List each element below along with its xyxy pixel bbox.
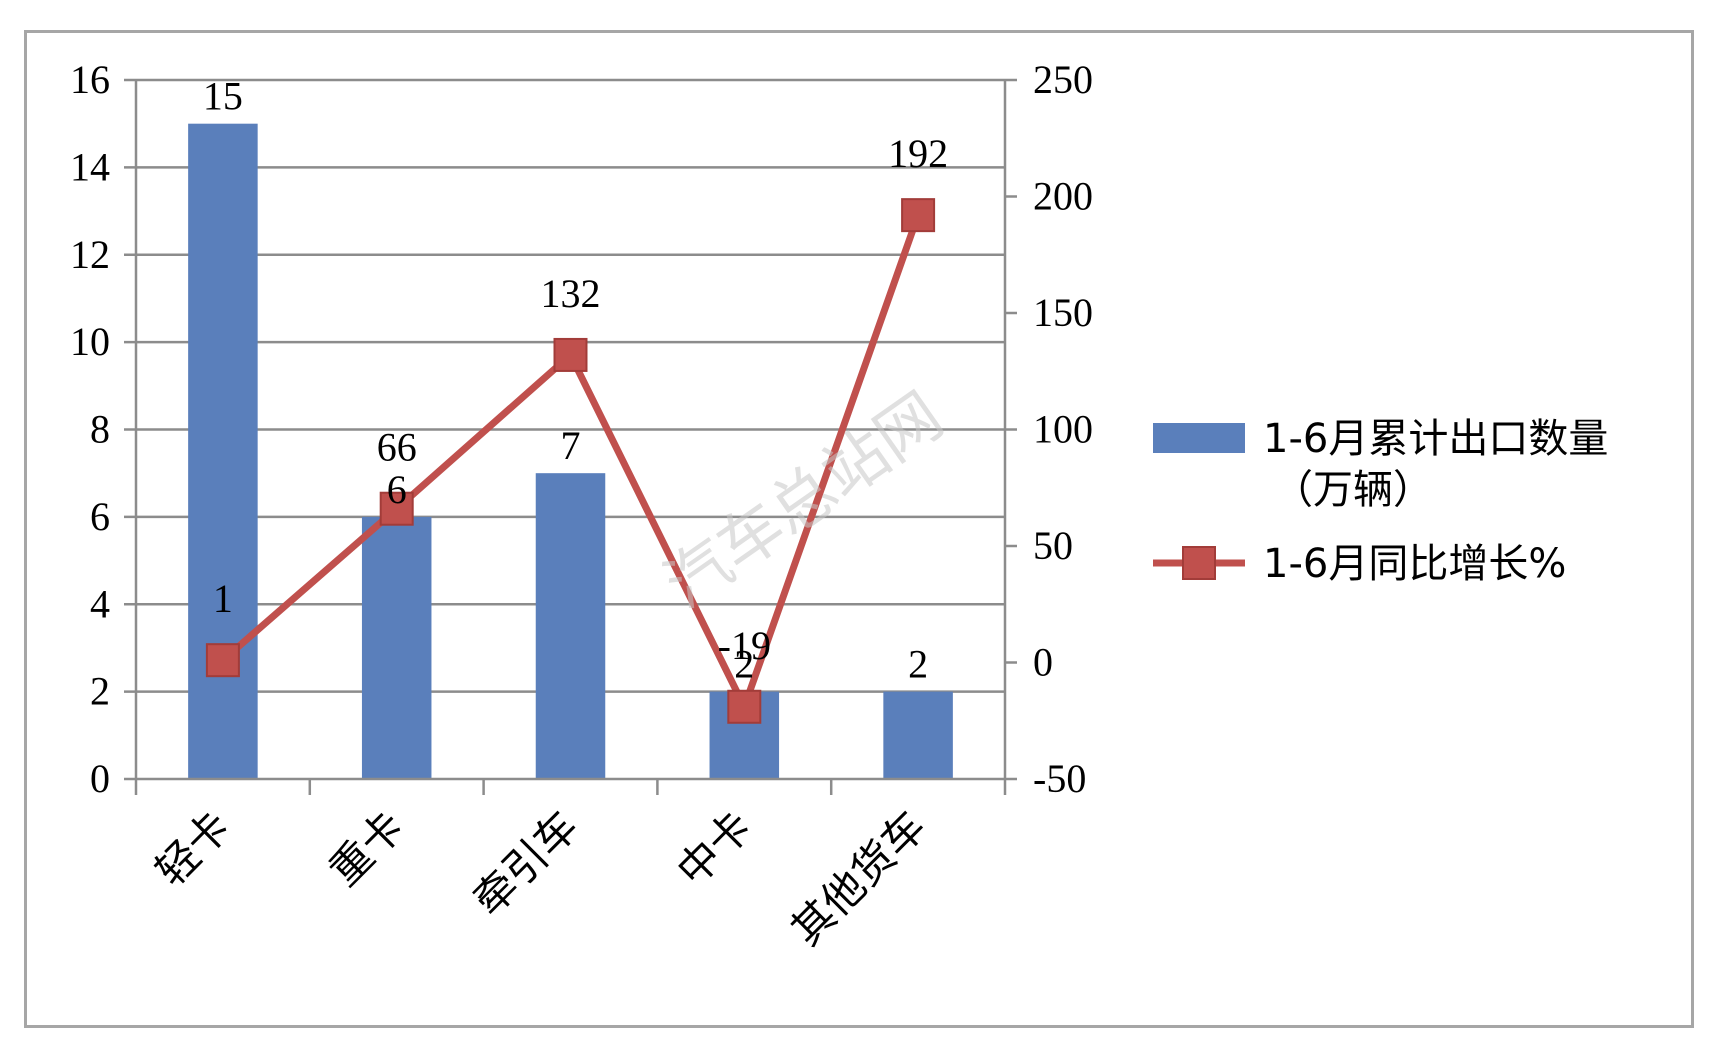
bar-series — [188, 123, 953, 779]
legend-label-bar: 1-6月累计出口数量 — [1263, 416, 1608, 462]
line-marker — [553, 337, 588, 372]
y-left-tick-label: 10 — [70, 319, 110, 364]
y-left-tick-label: 12 — [70, 232, 110, 277]
legend-swatch-marker — [1182, 546, 1216, 580]
y-right-tick-label: 200 — [1033, 174, 1093, 219]
y-right-tick-label: 50 — [1033, 523, 1073, 568]
line-data-label: 66 — [377, 425, 417, 470]
line-series — [205, 198, 936, 724]
y-left-tick-label: 8 — [90, 407, 110, 452]
line-marker — [901, 198, 936, 233]
y-right-tick-label: 100 — [1033, 407, 1093, 452]
x-category-label: 其他货车 — [782, 801, 935, 954]
bar-data-label: 15 — [203, 74, 243, 119]
y-right-tick-label: 150 — [1033, 290, 1093, 335]
bar — [883, 691, 953, 779]
bar-data-label: 7 — [561, 423, 581, 468]
line-data-label: 1 — [213, 576, 233, 621]
x-category-label: 重卡 — [320, 801, 414, 895]
line-data-label: 192 — [888, 131, 948, 176]
data-labels: 15 6 7 2 2 1 66 132 -19 192 — [203, 74, 948, 687]
bar-data-label: 2 — [734, 642, 754, 687]
legend: 1-6月累计出口数量 （万辆） 1-6月同比增长% — [1153, 416, 1608, 587]
bar — [535, 473, 606, 779]
chart-frame — [24, 30, 1694, 1028]
line-data-label: -19 — [718, 623, 771, 668]
x-category-label: 中卡 — [667, 801, 761, 895]
y-left-tick-label: 16 — [70, 57, 110, 102]
y-left-tick-label: 0 — [90, 756, 110, 801]
x-category-label: 轻卡 — [146, 801, 240, 895]
line-marker — [205, 643, 240, 678]
bar-data-label: 6 — [387, 467, 407, 512]
y-right-tick-label: 0 — [1033, 640, 1053, 685]
bar — [188, 123, 258, 779]
legend-label-line: 1-6月同比增长% — [1263, 541, 1566, 587]
x-category-label: 牵引车 — [464, 801, 588, 925]
line-marker — [727, 689, 762, 724]
y-right-tick-label: 250 — [1033, 57, 1093, 102]
legend-swatch-bar — [1153, 423, 1245, 453]
legend-label-bar-unit: （万辆） — [1273, 467, 1433, 513]
line-data-label: 132 — [541, 271, 601, 316]
y-left-tick-label: 6 — [90, 494, 110, 539]
y-right-tick-label: -50 — [1033, 756, 1086, 801]
bar — [361, 516, 432, 779]
line-marker — [379, 491, 414, 526]
bar-data-label: 2 — [908, 642, 928, 687]
watermark: 汽车总站网 — [652, 379, 957, 623]
y-left-tick-label: 4 — [90, 581, 110, 626]
y-left-tick-label: 2 — [90, 669, 110, 714]
y-left-tick-label: 14 — [70, 144, 110, 189]
